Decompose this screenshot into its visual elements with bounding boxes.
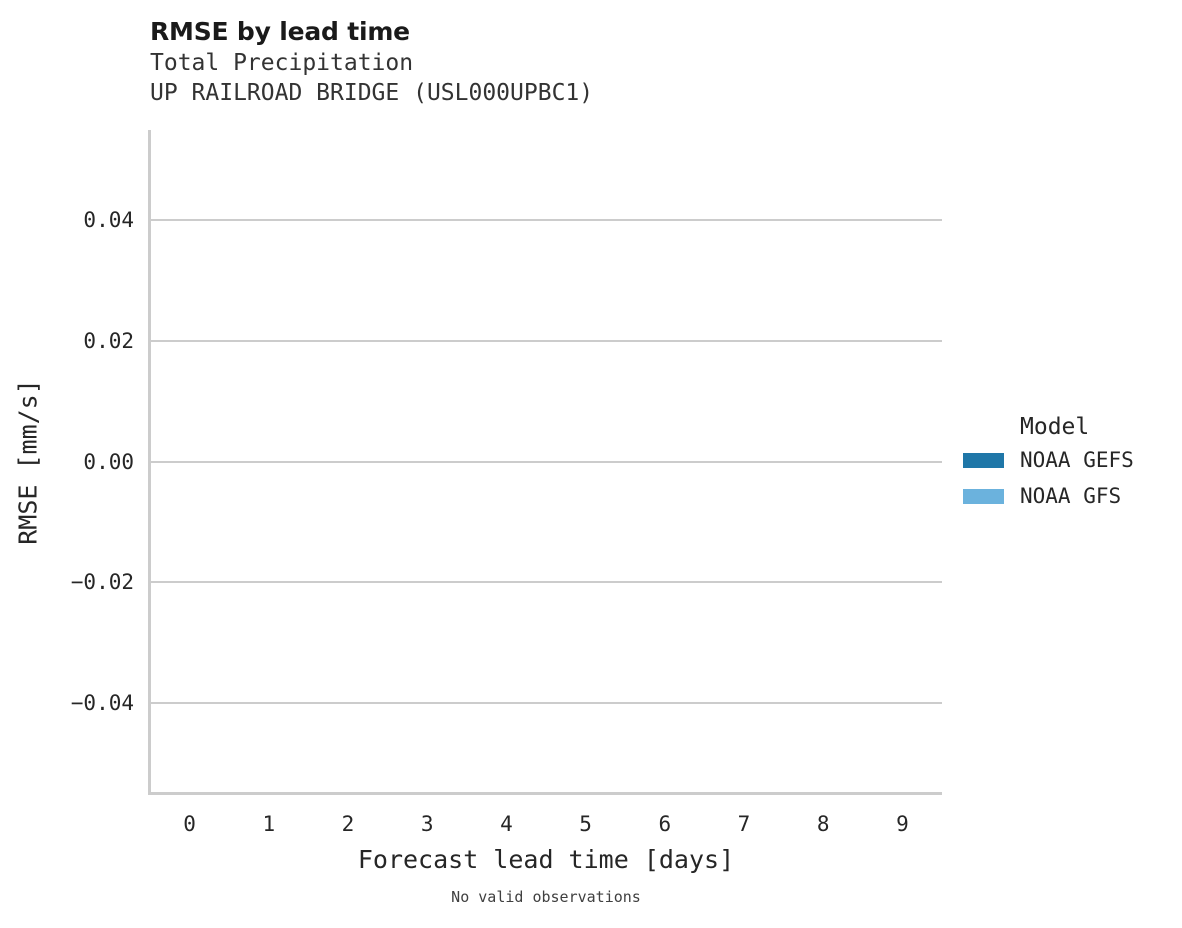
chart-subtitle-variable: Total Precipitation [150,50,414,76]
x-tick-label: 5 [579,812,592,836]
legend-entries: NOAA GEFS NOAA GFS [963,442,1173,514]
x-tick-label: 1 [262,812,276,836]
gridline [151,701,942,704]
x-tick-label: 8 [816,812,830,836]
x-tick-label: 2 [341,812,355,836]
gridline [151,581,942,584]
x-tick-label: 4 [500,812,513,836]
gridline [151,339,942,342]
gridline [151,219,942,222]
gridline [151,460,942,463]
legend-swatch [963,452,1004,468]
x-axis-spine [148,792,942,795]
y-tick-label: −0.02 [70,570,134,595]
x-tick-label: 0 [183,812,196,836]
legend-item[interactable]: NOAA GFS [963,478,1173,514]
no-data-note: No valid observations [451,888,641,906]
legend-title: Model [1020,414,1090,440]
legend-item[interactable]: NOAA GEFS [963,442,1173,478]
y-axis-spine [148,130,151,795]
legend: Model NOAA GEFS NOAA GFS [963,412,1173,514]
y-tick-label: −0.04 [70,690,134,715]
chart-subtitle-station: UP RAILROAD BRIDGE (USL000UPBC1) [150,80,594,106]
x-tick-label: 7 [737,812,751,836]
y-tick-label: 0.02 [83,328,134,353]
y-tick-label: 0.04 [83,208,134,233]
y-axis-title: RMSE [mm/s] [13,379,43,545]
x-tick-label: 6 [658,812,672,836]
legend-item-label: NOAA GFS [1020,484,1122,508]
legend-swatch [963,488,1004,504]
chart-header: RMSE by lead time Total Precipitation UP… [150,16,950,108]
x-tick-label: 9 [896,812,909,836]
page-title: RMSE by lead time [150,17,410,46]
x-axis-title: Forecast lead time [days] [357,845,735,874]
y-tick-label: 0.00 [83,449,134,474]
legend-item-label: NOAA GEFS [1020,448,1134,472]
x-tick-label: 3 [420,812,434,836]
